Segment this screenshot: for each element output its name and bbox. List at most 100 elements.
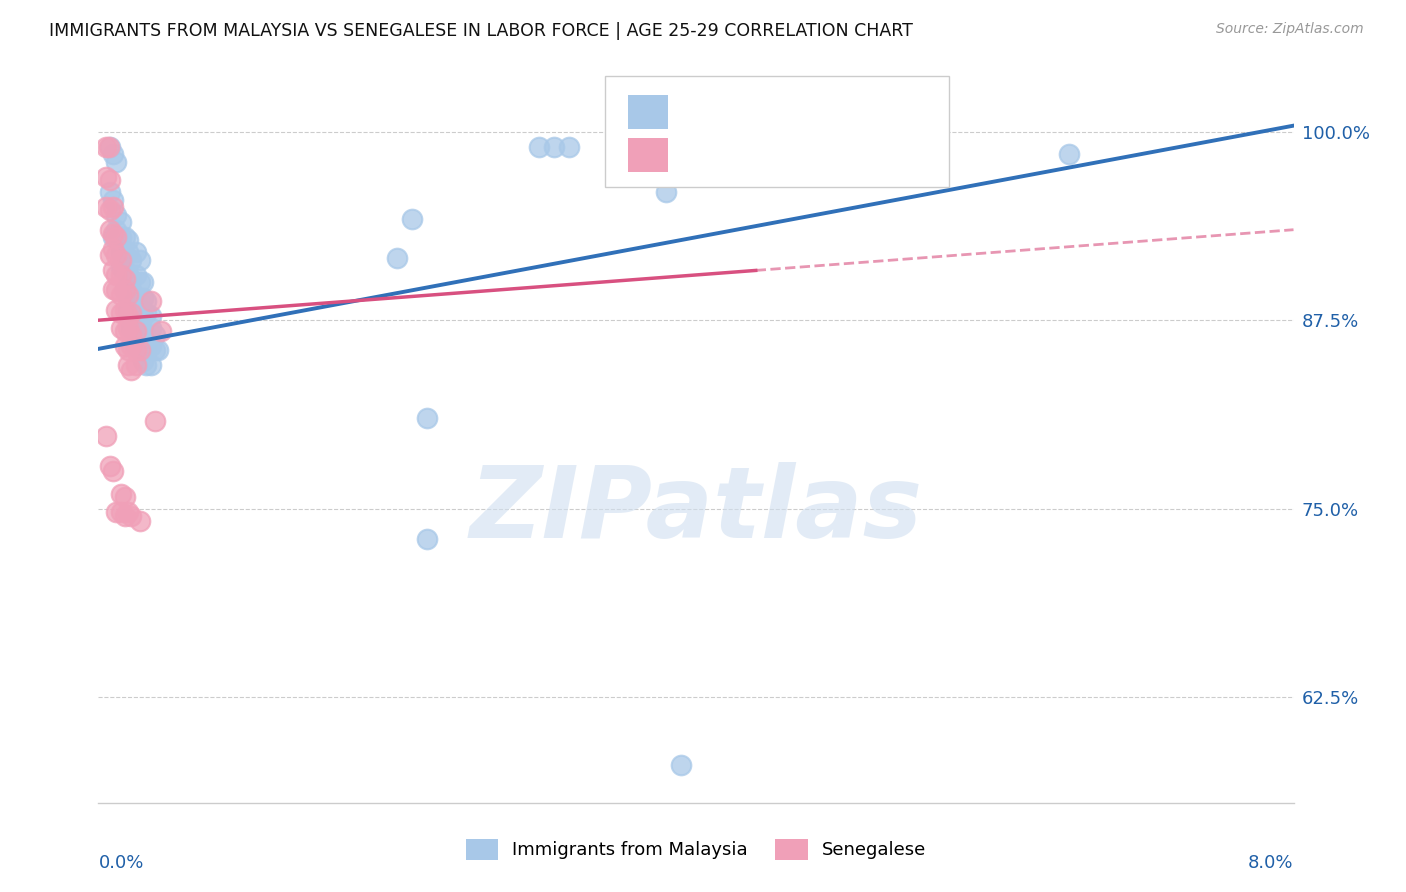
Point xyxy=(103,227,125,242)
Text: ZIPatlas: ZIPatlas xyxy=(470,462,922,558)
Point xyxy=(139,359,162,373)
Point xyxy=(105,230,128,244)
Point xyxy=(114,272,136,286)
Point xyxy=(125,268,148,282)
Point xyxy=(105,283,128,297)
Point xyxy=(98,223,122,237)
Point xyxy=(120,283,142,297)
Point xyxy=(129,343,152,358)
Point xyxy=(105,208,128,222)
Point xyxy=(114,490,136,504)
Text: IMMIGRANTS FROM MALAYSIA VS SENEGALESE IN LABOR FORCE | AGE 25-29 CORRELATION CH: IMMIGRANTS FROM MALAYSIA VS SENEGALESE I… xyxy=(49,22,912,40)
Point xyxy=(135,293,157,308)
Point xyxy=(110,306,132,320)
Point xyxy=(139,309,162,323)
Point xyxy=(98,173,122,187)
Point xyxy=(135,306,157,320)
Point xyxy=(105,154,128,169)
Point xyxy=(98,185,122,199)
Point xyxy=(105,302,128,317)
Text: 8.0%: 8.0% xyxy=(1249,854,1294,872)
Point xyxy=(1059,147,1081,161)
Point xyxy=(527,140,550,154)
Point xyxy=(94,200,117,214)
Point xyxy=(110,245,132,260)
Point xyxy=(132,324,155,338)
Point xyxy=(655,185,678,199)
Point xyxy=(117,309,139,323)
Point xyxy=(125,339,148,353)
Point xyxy=(120,363,142,377)
Text: R = 0.303: R = 0.303 xyxy=(679,103,793,122)
Point xyxy=(105,268,128,282)
Point xyxy=(114,283,136,297)
Point xyxy=(132,339,155,353)
Point xyxy=(120,306,142,320)
Point xyxy=(120,272,142,286)
Point xyxy=(120,320,142,334)
Point xyxy=(139,293,162,308)
Point xyxy=(94,140,117,154)
Point xyxy=(120,328,142,343)
Point xyxy=(114,302,136,317)
Point xyxy=(558,140,581,154)
Point xyxy=(103,200,125,214)
Point xyxy=(129,302,152,317)
Point xyxy=(135,359,157,373)
Point xyxy=(132,354,155,368)
Point xyxy=(103,263,125,277)
Point xyxy=(143,414,166,428)
Point xyxy=(117,343,139,358)
Point xyxy=(120,306,142,320)
Point xyxy=(103,193,125,207)
Point xyxy=(114,339,136,353)
Text: N = 54: N = 54 xyxy=(830,145,908,165)
Point xyxy=(117,287,139,301)
Point xyxy=(105,223,128,237)
Point xyxy=(98,203,122,218)
Point xyxy=(117,359,139,373)
Point xyxy=(139,320,162,334)
Point xyxy=(110,320,132,334)
Point xyxy=(114,324,136,338)
Point xyxy=(114,283,136,297)
Point xyxy=(135,328,157,343)
Point xyxy=(125,324,148,338)
Point xyxy=(103,147,125,161)
Point xyxy=(114,230,136,244)
Point xyxy=(117,287,139,301)
Point xyxy=(129,343,152,358)
Point xyxy=(125,343,148,358)
Point xyxy=(117,245,139,260)
Point xyxy=(139,339,162,353)
Point xyxy=(129,276,152,290)
Point xyxy=(98,248,122,262)
Point xyxy=(110,486,132,500)
Point xyxy=(94,169,117,184)
Point xyxy=(110,215,132,229)
Text: N = 60: N = 60 xyxy=(830,103,908,122)
Point xyxy=(98,459,122,474)
Point xyxy=(132,291,155,305)
Point xyxy=(416,411,439,425)
Point xyxy=(103,281,125,295)
Point xyxy=(125,324,148,338)
Point xyxy=(143,328,166,343)
Point xyxy=(125,245,148,260)
Point xyxy=(117,268,139,282)
Point xyxy=(103,464,125,478)
Point xyxy=(120,509,142,524)
Point xyxy=(132,309,155,323)
Point xyxy=(129,252,152,267)
Point xyxy=(117,302,139,317)
Point xyxy=(110,252,132,267)
Point xyxy=(114,263,136,277)
Point xyxy=(401,212,423,227)
Text: Source: ZipAtlas.com: Source: ZipAtlas.com xyxy=(1216,22,1364,37)
Point xyxy=(117,320,139,334)
Point xyxy=(125,309,148,323)
Point xyxy=(120,339,142,353)
Legend: Immigrants from Malaysia, Senegalese: Immigrants from Malaysia, Senegalese xyxy=(458,831,934,867)
Point xyxy=(117,233,139,247)
Point xyxy=(94,429,117,443)
